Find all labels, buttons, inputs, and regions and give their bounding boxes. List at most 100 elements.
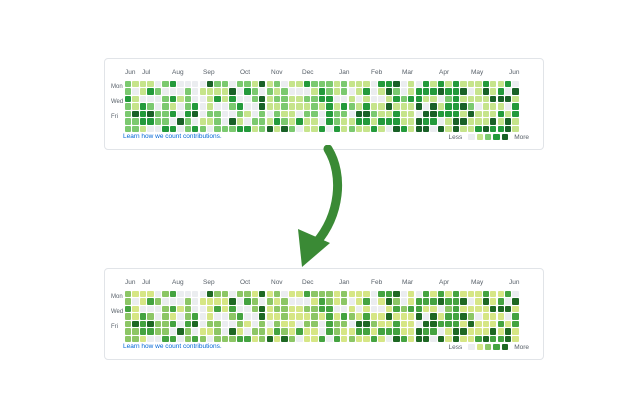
contribution-day-cell: [512, 125, 519, 133]
contribution-day-cell: [266, 110, 273, 118]
contribution-day-cell: [467, 103, 475, 110]
contribution-day-cell: [229, 118, 236, 125]
contribution-day-cell: [311, 335, 318, 343]
contribution-day-cell: [288, 305, 296, 313]
contribution-day-cell: [490, 110, 497, 118]
contribution-day-cell: [214, 313, 221, 320]
contribution-day-cell: [229, 305, 236, 313]
contribution-day-cell: [274, 291, 281, 298]
contribution-day-cell: [281, 313, 288, 320]
contribution-day-cell: [497, 291, 504, 298]
contribution-day-cell: [393, 125, 400, 133]
legend-swatch: [501, 133, 509, 141]
contribution-day-cell: [326, 95, 333, 103]
contribution-day-cell: [311, 305, 318, 313]
contribution-day-cell: [169, 313, 177, 320]
contribution-day-cell: [125, 125, 132, 133]
contribution-day-cell: [467, 95, 475, 103]
contribution-day-cell: [348, 313, 355, 320]
contribution-day-cell: [452, 298, 460, 305]
month-label: Aug: [172, 279, 184, 286]
contribution-day-cell: [452, 291, 460, 298]
contribution-day-cell: [169, 118, 177, 125]
contribution-day-cell: [229, 81, 236, 88]
contribution-day-cell: [125, 313, 132, 320]
month-label: Dec: [302, 279, 314, 286]
contribution-day-cell: [244, 110, 251, 118]
contribution-day-cell: [482, 110, 489, 118]
contribution-day-cell: [303, 103, 311, 110]
learn-contributions-link[interactable]: Learn how we count contributions.: [123, 343, 222, 350]
contribution-day-cell: [430, 95, 437, 103]
contribution-day-cell: [490, 328, 497, 335]
contribution-day-cell: [281, 81, 288, 88]
contribution-day-cell: [169, 103, 177, 110]
contribution-day-cell: [192, 305, 199, 313]
month-label: Dec: [302, 69, 314, 76]
contribution-day-cell: [184, 103, 191, 110]
learn-contributions-link[interactable]: Learn how we count contributions.: [123, 133, 222, 140]
contribution-day-cell: [437, 103, 445, 110]
contribution-day-cell: [318, 125, 326, 133]
month-label: Jul: [142, 69, 151, 76]
contribution-day-cell: [184, 110, 191, 118]
contribution-day-cell: [184, 298, 191, 305]
contribution-day-cell: [363, 81, 370, 88]
month-label: Jun: [509, 69, 520, 76]
contribution-day-cell: [259, 291, 266, 298]
contribution-day-cell: [244, 320, 251, 328]
contribution-day-cell: [199, 125, 206, 133]
contribution-day-cell: [199, 118, 206, 125]
contribution-day-cell: [318, 335, 326, 343]
contribution-day-cell: [370, 291, 378, 298]
contribution-day-cell: [467, 81, 475, 88]
contribution-day-cell: [326, 103, 333, 110]
contribution-day-cell: [475, 298, 482, 305]
contribution-day-cell: [460, 305, 467, 313]
month-label: Feb: [371, 279, 383, 286]
contribution-day-cell: [400, 118, 408, 125]
contribution-day-cell: [274, 81, 281, 88]
contribution-day-cell: [408, 110, 415, 118]
contribution-day-cell: [199, 95, 206, 103]
contribution-day-cell: [139, 103, 147, 110]
contribution-day-cell: [221, 320, 229, 328]
day-label: Mon: [111, 294, 123, 300]
contribution-day-cell: [266, 103, 273, 110]
contribution-day-cell: [475, 335, 482, 343]
contribution-day-cell: [430, 125, 437, 133]
contribution-day-cell: [482, 313, 489, 320]
contribution-day-cell: [154, 313, 162, 320]
contribution-day-cell: [169, 88, 177, 95]
contribution-day-cell: [192, 81, 199, 88]
contribution-day-cell: [206, 110, 214, 118]
contribution-day-cell: [311, 110, 318, 118]
contribution-day-cell: [154, 328, 162, 335]
month-label: Jul: [142, 279, 151, 286]
contribution-day-cell: [460, 81, 467, 88]
weekday-labels: Mon Wed Fri: [105, 269, 125, 359]
contribution-day-cell: [288, 320, 296, 328]
contribution-graph-after: Jun Jul Aug Sep Oct Nov Dec Jan Feb Mar …: [104, 268, 544, 360]
contribution-day-cell: [430, 291, 437, 298]
contribution-day-cell: [221, 81, 229, 88]
legend-swatch: [485, 343, 492, 351]
contribution-day-cell: [236, 320, 244, 328]
contribution-day-cell: [162, 305, 169, 313]
month-label: May: [471, 69, 484, 76]
month-label: Nov: [271, 69, 283, 76]
contribution-day-cell: [437, 335, 445, 343]
contribution-day-cell: [393, 110, 400, 118]
contribution-day-cell: [229, 298, 236, 305]
contribution-day-cell: [132, 291, 139, 298]
contribution-day-cell: [445, 110, 452, 118]
contribution-day-cell: [363, 125, 370, 133]
contribution-day-cell: [467, 298, 475, 305]
legend-less-label: Less: [448, 343, 463, 351]
contribution-day-cell: [370, 81, 378, 88]
contribution-day-cell: [378, 103, 385, 110]
contribution-day-cell: [497, 298, 504, 305]
contribution-day-cell: [169, 335, 177, 343]
contribution-day-cell: [370, 320, 378, 328]
contribution-day-cell: [318, 291, 326, 298]
